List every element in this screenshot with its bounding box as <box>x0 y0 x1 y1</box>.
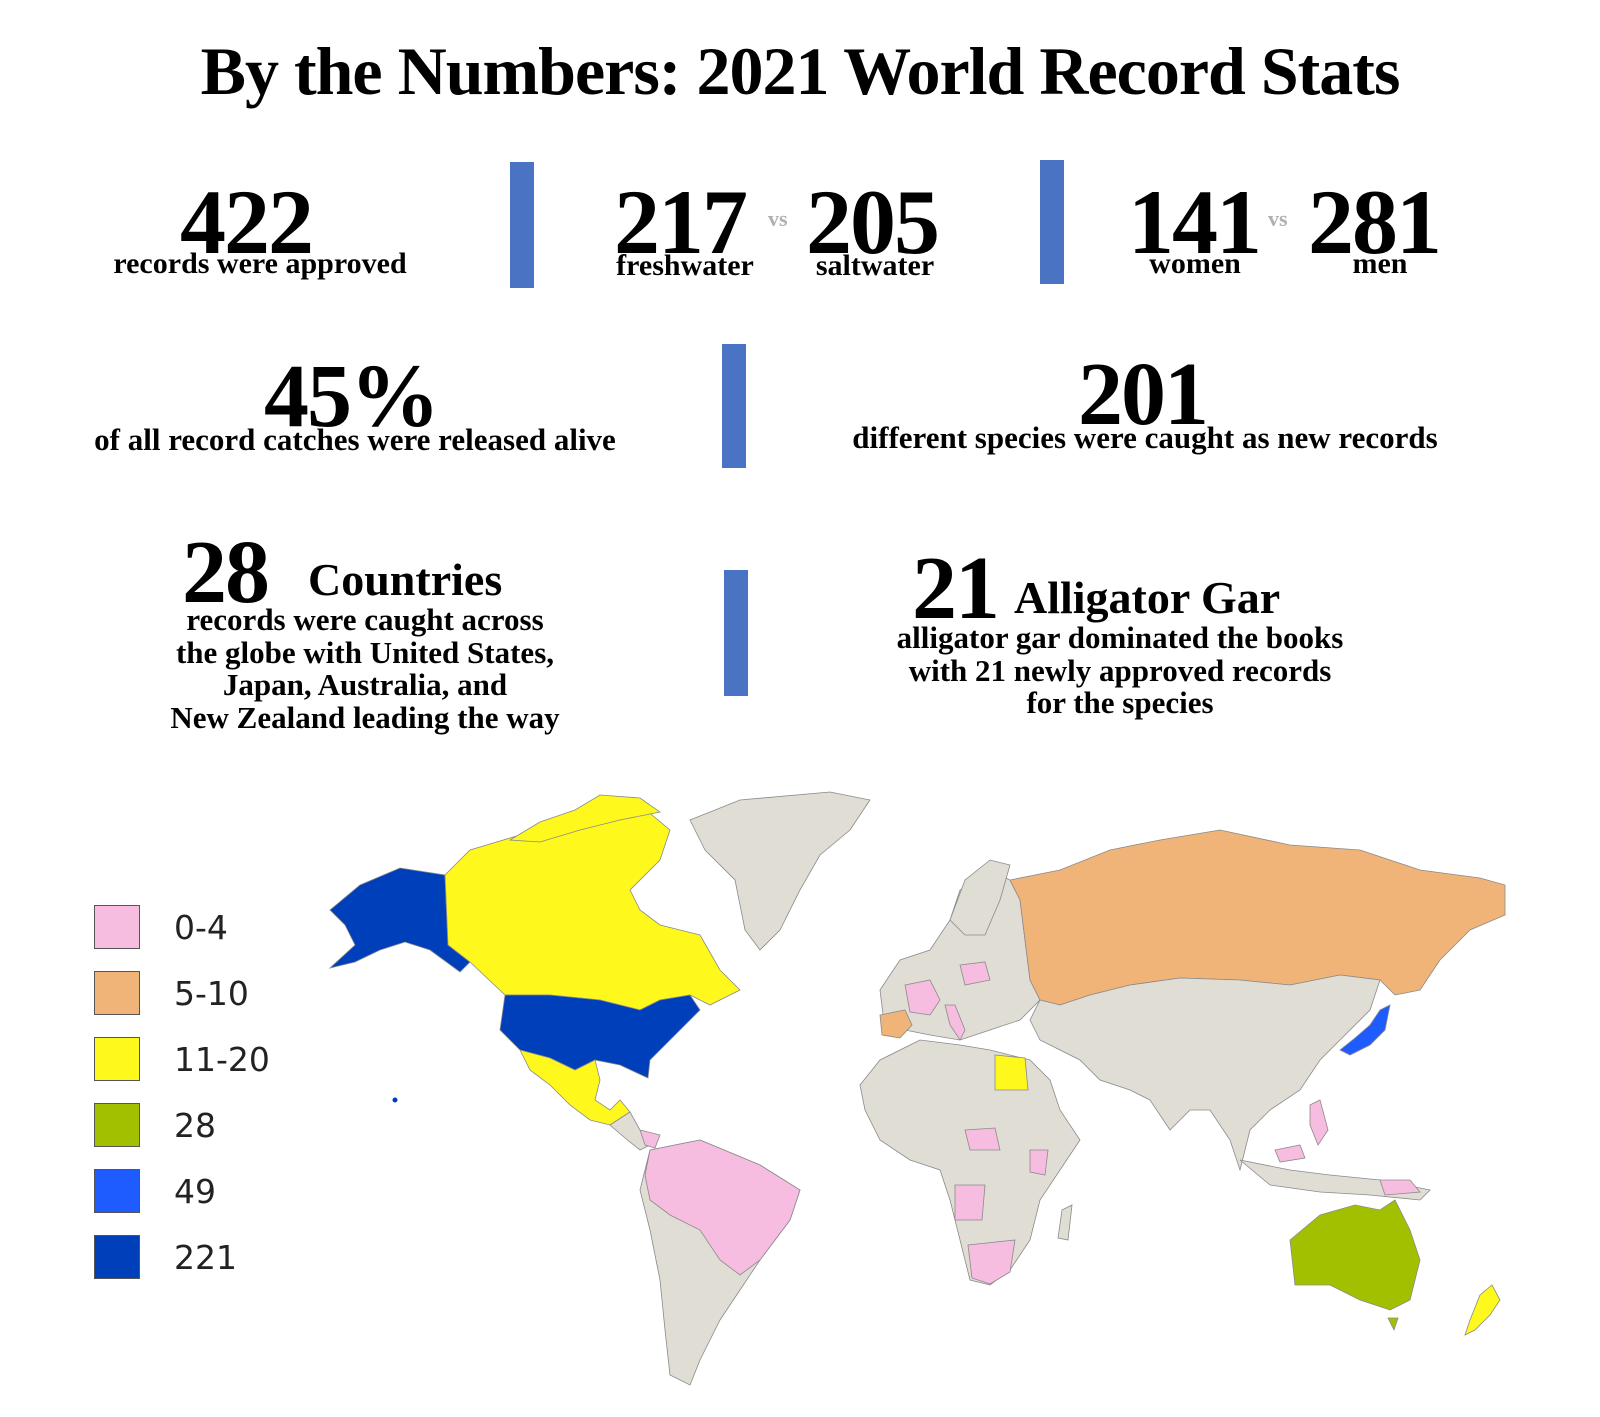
malaysia <box>1274 1144 1306 1163</box>
legend-item: 49 <box>94 1158 270 1224</box>
central-african-countries <box>964 1127 1001 1151</box>
divider <box>510 162 534 288</box>
mexico <box>519 1049 631 1126</box>
gar-heading: Alligator Gar <box>1014 572 1281 623</box>
legend-swatch <box>94 1235 140 1279</box>
gar-description: alligator gar dominated the books with 2… <box>896 620 1344 721</box>
kenya <box>1029 1149 1049 1176</box>
new-zealand <box>1464 1284 1501 1336</box>
legend-item: 5-10 <box>94 960 270 1026</box>
approved-label: records were approved <box>113 247 407 280</box>
costa-rica <box>639 1129 661 1149</box>
tasmania <box>1387 1317 1399 1332</box>
spain <box>879 1009 913 1039</box>
scandinavia <box>949 859 1011 936</box>
divider <box>1040 160 1064 284</box>
italy <box>944 1004 966 1041</box>
countries-value: 28 <box>182 523 270 622</box>
women-label: women <box>1149 247 1241 280</box>
brazil-and-neighbours <box>644 1139 801 1276</box>
saltwater-label: saltwater <box>815 249 935 282</box>
canada-arctic-islands <box>508 794 661 843</box>
species-label: different species were caught as new rec… <box>852 420 1438 455</box>
vs-label: vs <box>1268 206 1288 231</box>
legend-swatch <box>94 971 140 1015</box>
egypt <box>994 1054 1029 1091</box>
poland <box>959 961 991 986</box>
asia <box>1029 974 1381 1172</box>
divider <box>722 344 746 468</box>
page-title: By the Numbers: 2021 World Record Stats <box>200 33 1401 109</box>
legend-swatch <box>94 1037 140 1081</box>
legend-item: 221 <box>94 1224 270 1290</box>
japan <box>1339 1004 1391 1056</box>
southeast-asia-islands <box>1239 1159 1431 1201</box>
released-label: of all record catches were released aliv… <box>94 422 616 457</box>
freshwater-value: 217 <box>614 171 748 273</box>
women-value: 141 <box>1128 171 1262 273</box>
legend-swatch <box>94 1169 140 1213</box>
philippines <box>1309 1099 1329 1146</box>
approved-value: 422 <box>180 171 314 273</box>
south-africa <box>967 1239 1016 1285</box>
gar-value: 21 <box>912 539 1000 638</box>
australia <box>1289 1199 1421 1311</box>
papua-new-guinea <box>1379 1179 1421 1196</box>
legend-swatch <box>94 1103 140 1147</box>
countries-heading: Countries <box>308 554 503 605</box>
freshwater-label: freshwater <box>616 249 754 282</box>
map-legend: 0-4 5-10 11-20 28 49 221 <box>94 894 270 1290</box>
hawaii <box>392 1097 398 1103</box>
russia <box>1009 829 1506 1006</box>
men-value: 281 <box>1308 171 1442 273</box>
men-label: men <box>1352 247 1408 280</box>
countries-description: records were caught across the globe wit… <box>170 602 560 735</box>
greenland <box>689 791 871 951</box>
france-switzerland <box>904 979 941 1016</box>
africa <box>859 1039 1081 1286</box>
legend-item: 0-4 <box>94 894 270 960</box>
legend-swatch <box>94 905 140 949</box>
vs-label: vs <box>768 206 788 231</box>
legend-item: 11-20 <box>94 1026 270 1092</box>
angola <box>954 1184 986 1221</box>
madagascar <box>1057 1204 1073 1241</box>
saltwater-value: 205 <box>806 171 940 273</box>
released-value: 45% <box>264 347 440 446</box>
legend-item: 28 <box>94 1092 270 1158</box>
divider <box>724 570 748 696</box>
species-value: 201 <box>1078 345 1209 444</box>
